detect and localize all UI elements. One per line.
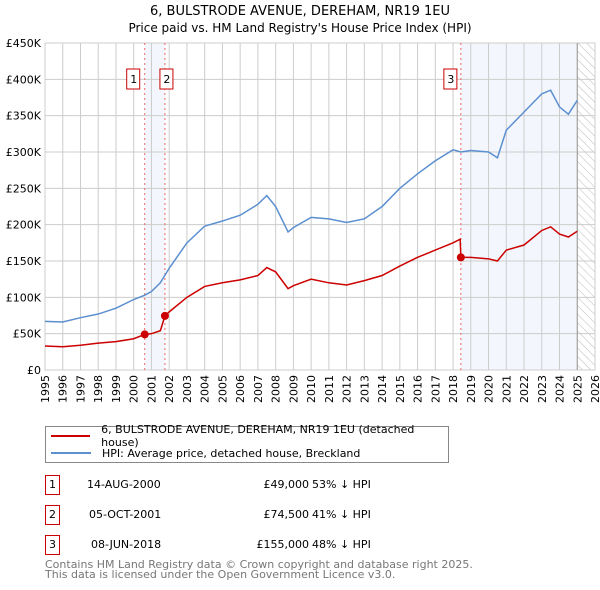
legend-item-property: 6, BULSTRODE AVENUE, DEREHAM, NR19 1EU (…	[46, 423, 448, 449]
hpi-diff: 41% ↓ HPI	[312, 508, 371, 521]
marker-badge	[159, 68, 174, 90]
marker-badge: 1	[45, 475, 60, 495]
x-tick-label: 2026	[589, 375, 600, 403]
legend-label: 6, BULSTRODE AVENUE, DEREHAM, NR19 1EU (…	[101, 423, 415, 449]
price: £74,500	[263, 508, 310, 521]
x-tick-label: 1999	[110, 375, 123, 403]
price-chart: 6, BULSTRODE AVENUE, DEREHAM, NR19 1EU P…	[6, 4, 600, 403]
x-tick-label: 2015	[394, 375, 407, 403]
x-tick-label: 2009	[287, 375, 300, 403]
x-tick-label: 2019	[465, 375, 478, 403]
x-tick-label: 2002	[163, 375, 176, 403]
x-tick-label: 1996	[57, 375, 70, 403]
y-tick-label: £0	[27, 364, 41, 377]
y-tick-label: £200K	[6, 219, 42, 232]
legend: 6, BULSTRODE AVENUE, DEREHAM, NR19 1EU (…	[45, 423, 449, 463]
transaction-row: 2 05-OCT-2001 £74,500 41% ↓ HPI	[45, 505, 465, 525]
shaded-region	[460, 43, 578, 370]
chart-subtitle: Price paid vs. HM Land Registry's House …	[128, 21, 471, 35]
x-tick-label: 2001	[145, 375, 158, 403]
x-tick-label: 2005	[216, 375, 229, 403]
y-tick-label: £300K	[6, 146, 42, 159]
footer: Contains HM Land Registry data © Crown c…	[45, 558, 473, 581]
y-tick-label: £250K	[6, 182, 42, 195]
date: 05-OCT-2001	[89, 508, 162, 521]
y-tick-label: £150K	[6, 255, 42, 268]
x-tick-label: 2013	[358, 375, 371, 403]
x-tick-label: 1995	[39, 375, 52, 403]
x-tick-label: 2011	[323, 375, 336, 403]
marker-label: 3	[447, 73, 454, 86]
price-paid-line	[44, 225, 578, 348]
footer-line: This data is licensed under the Open Gov…	[45, 568, 396, 581]
x-tick-label: 2014	[376, 375, 389, 403]
x-tick-label: 1997	[74, 375, 87, 403]
sale-point	[160, 311, 169, 320]
y-tick-label: £100K	[6, 291, 42, 304]
hpi-diff: 53% ↓ HPI	[312, 478, 371, 491]
x-tick-label: 2025	[571, 375, 584, 403]
hpi-line	[44, 89, 578, 323]
x-tick-label: 2006	[234, 375, 247, 403]
legend-swatch	[51, 452, 91, 454]
price: £155,000	[256, 538, 310, 551]
x-tick-label: 2012	[341, 375, 354, 403]
marker-label: 1	[130, 73, 137, 86]
y-tick-label: £50K	[13, 328, 42, 341]
plot-frame	[44, 42, 596, 371]
x-tick-label: 2008	[270, 375, 283, 403]
x-tick-label: 2021	[500, 375, 513, 403]
price: £49,000	[263, 478, 310, 491]
marker-badge	[126, 68, 141, 90]
legend-item-hpi: HPI: Average price, detached house, Brec…	[46, 445, 360, 461]
date: 14-AUG-2000	[87, 478, 161, 491]
marker-badge: 3	[45, 535, 60, 555]
x-tick-label: 2007	[252, 375, 265, 403]
y-tick-label: £450K	[6, 37, 42, 50]
x-tick-label: 2000	[128, 375, 141, 403]
y-tick-label: £350K	[6, 110, 42, 123]
hpi-diff: 48% ↓ HPI	[312, 538, 371, 551]
marker-badge: 2	[45, 505, 60, 525]
shaded-region	[144, 43, 165, 370]
sale-point	[140, 330, 149, 339]
x-tick-label: 2010	[305, 375, 318, 403]
legend-swatch	[51, 435, 91, 437]
date: 08-JUN-2018	[91, 538, 162, 551]
legend-label: HPI: Average price, detached house, Brec…	[102, 446, 361, 460]
transaction-row: 3 08-JUN-2018 £155,000 48% ↓ HPI	[45, 535, 465, 555]
marker-badge	[443, 68, 458, 90]
sale-point	[456, 253, 465, 262]
x-tick-label: 2017	[429, 375, 442, 403]
x-tick-label: 1998	[92, 375, 105, 403]
x-tick-label: 2004	[199, 375, 212, 403]
x-tick-label: 2022	[518, 375, 531, 403]
y-tick-label: £400K	[6, 73, 42, 86]
x-tick-label: 2024	[554, 375, 567, 403]
x-tick-label: 2018	[447, 375, 460, 403]
marker-label: 2	[163, 73, 170, 86]
future-hatch	[577, 43, 595, 370]
x-tick-label: 2020	[483, 375, 496, 403]
x-tick-label: 2016	[412, 375, 425, 403]
transaction-row: 1 14-AUG-2000 £49,000 53% ↓ HPI	[45, 475, 465, 495]
x-tick-label: 2003	[181, 375, 194, 403]
footer-line: Contains HM Land Registry data © Crown c…	[45, 558, 473, 571]
x-tick-label: 2023	[536, 375, 549, 403]
chart-title: 6, BULSTRODE AVENUE, DEREHAM, NR19 1EU	[150, 4, 450, 19]
